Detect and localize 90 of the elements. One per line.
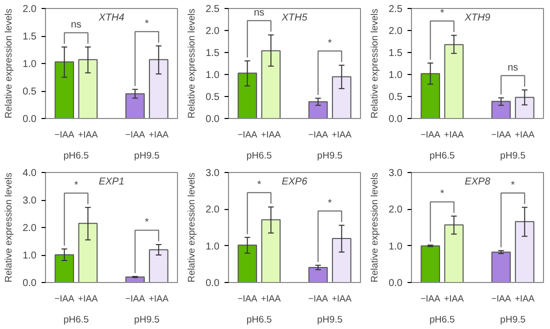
y-tick-label: 1.5 [22, 32, 37, 42]
y-tick-label: 1.5 [388, 48, 403, 59]
chart-title: XTH4 [98, 12, 125, 24]
x-tick-label: −IAA [54, 130, 74, 140]
text: pH6.5 [429, 314, 455, 326]
chart-title: XTH9 [464, 12, 491, 24]
annotation: * [74, 180, 78, 191]
x-tick-label: +IAA [444, 130, 464, 140]
annotation: * [144, 18, 149, 30]
y-tick-label: 1.0 [206, 70, 220, 81]
y-axis-title: Relative expression levels [370, 172, 381, 282]
y-tick-label: 1.0 [388, 241, 403, 252]
y-tick-label: 3.0 [22, 196, 37, 206]
x-tick-label: +IAA [78, 130, 98, 140]
y-tick-label: 1.0 [388, 70, 403, 81]
y-tick-label: 2.0 [22, 4, 37, 15]
annotation: * [510, 180, 515, 191]
annotation: ns [254, 7, 264, 18]
x-tick-label: −IAA [420, 130, 440, 140]
chart-title: XTH5 [280, 12, 308, 24]
text: pH6.5 [429, 150, 455, 162]
text: pH9.5 [134, 150, 160, 162]
annotation: * [328, 38, 332, 49]
y-tick-label: 1.0 [206, 241, 220, 252]
text: pH6.5 [246, 314, 272, 326]
x-tick-label: +IAA [78, 294, 98, 304]
x-tick-label: +IAA [444, 294, 464, 304]
y-tick-label: 0.0 [22, 278, 37, 289]
y-tick-label: 0.0 [388, 278, 403, 289]
y-tick-label: 2.0 [388, 26, 403, 37]
x-tick-label: +IAA [148, 294, 169, 304]
y-tick-label: 2.0 [206, 204, 220, 216]
x-tick-label: −IAA [308, 130, 328, 140]
x-tick-label: +IAA [514, 294, 535, 304]
y-tick-label: 3.0 [388, 168, 403, 179]
y-tick-label: 0.0 [388, 114, 403, 125]
x-tick-label: +IAA [261, 294, 281, 304]
x-tick-label: −IAA [420, 294, 440, 304]
text: pH9.5 [317, 314, 343, 326]
x-tick-label: −IAA [491, 130, 511, 140]
text: pH9.5 [317, 150, 343, 162]
x-tick-label: +IAA [148, 130, 169, 140]
y-axis-title: Relative expression levels [370, 8, 381, 118]
x-tick-label: −IAA [125, 294, 145, 304]
annotation: ns [70, 20, 82, 30]
annotation: * [328, 198, 332, 209]
y-tick-label: 2.0 [206, 26, 220, 37]
text: pH6.5 [63, 314, 89, 326]
text: pH9.5 [134, 314, 160, 326]
x-tick-label: −IAA [491, 294, 511, 304]
annotation: * [440, 8, 444, 19]
chart-title: EXP8 [464, 176, 491, 188]
y-tick-label: 0.0 [22, 114, 37, 125]
y-tick-label: 0.5 [206, 92, 220, 103]
x-tick-label: +IAA [261, 130, 281, 140]
y-tick-label: 1.5 [206, 48, 220, 59]
y-axis-title: Relative expression levels [186, 172, 198, 282]
text: pH6.5 [246, 150, 272, 162]
y-tick-label: 0.5 [388, 92, 403, 103]
y-axis-title: Relative expression levels [186, 8, 198, 118]
annotation: * [257, 179, 262, 190]
annotation: ns [508, 62, 518, 74]
y-tick-label: 0.0 [206, 278, 220, 289]
x-tick-label: −IAA [237, 294, 258, 304]
y-tick-label: 1.0 [22, 59, 37, 70]
x-tick-label: −IAA [237, 130, 258, 140]
y-axis-title: Relative expression levels [4, 172, 15, 282]
chart-title: EXP6 [282, 176, 308, 188]
x-tick-label: −IAA [54, 294, 74, 304]
text: pH6.5 [63, 150, 89, 162]
y-tick-label: 2.5 [206, 4, 220, 15]
y-tick-label: 1.0 [22, 250, 37, 262]
x-tick-label: +IAA [514, 130, 535, 140]
chart-title: EXP1 [98, 176, 124, 188]
y-tick-label: 4.0 [22, 168, 37, 179]
y-tick-label: 3.0 [206, 168, 220, 179]
annotation: * [144, 217, 149, 228]
x-tick-label: +IAA [332, 294, 352, 304]
annotation: * [440, 188, 444, 200]
x-tick-label: −IAA [308, 294, 328, 304]
y-tick-label: 2.0 [388, 204, 403, 216]
y-tick-label: 0.5 [22, 86, 37, 98]
text: pH9.5 [500, 150, 526, 162]
y-tick-label: 2.0 [22, 223, 37, 234]
x-tick-label: +IAA [332, 130, 352, 140]
x-tick-label: −IAA [125, 130, 145, 140]
y-tick-label: 2.5 [388, 4, 403, 15]
text: pH9.5 [500, 314, 526, 326]
y-axis-title: Relative expression levels [4, 8, 15, 118]
y-tick-label: 0.0 [206, 114, 220, 125]
